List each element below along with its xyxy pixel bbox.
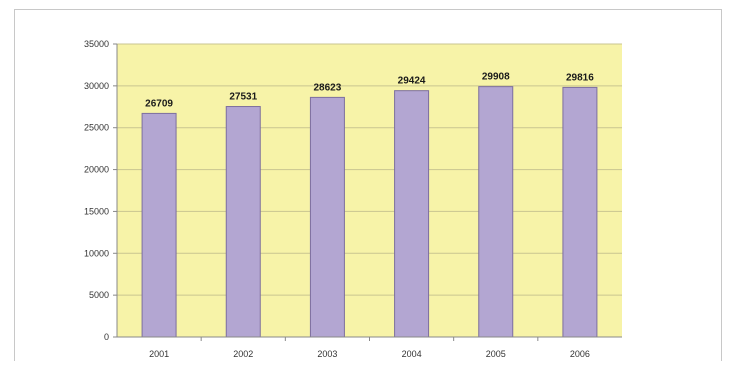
x-tick-label: 2001 — [149, 349, 169, 359]
bar-2001 — [141, 112, 177, 338]
bar-2005 — [478, 86, 514, 338]
y-tick-label: 5000 — [89, 290, 109, 300]
x-tick-label: 2002 — [233, 349, 253, 359]
data-label: 29816 — [566, 72, 594, 83]
y-tick-label: 25000 — [84, 123, 109, 133]
data-label: 28623 — [314, 82, 342, 93]
x-tick-label: 2003 — [317, 349, 337, 359]
data-label: 27531 — [229, 92, 257, 103]
bar-2003 — [309, 96, 345, 338]
data-label: 29424 — [398, 76, 426, 87]
plot-area — [117, 44, 622, 337]
bar-2006 — [562, 86, 598, 338]
data-label: 26709 — [145, 98, 173, 109]
y-tick-label: 15000 — [84, 206, 109, 216]
y-tick-label: 10000 — [84, 248, 109, 258]
x-tick-label: 2006 — [570, 349, 590, 359]
y-tick-label: 35000 — [84, 39, 109, 49]
y-tick-label: 20000 — [84, 165, 109, 175]
bar-2002 — [225, 106, 261, 338]
x-tick-label: 2005 — [486, 349, 506, 359]
x-tick-label: 2004 — [402, 349, 422, 359]
bar-2004 — [394, 90, 430, 338]
y-tick-label: 30000 — [84, 81, 109, 91]
y-tick-label: 0 — [104, 332, 109, 342]
data-label: 29908 — [482, 72, 510, 83]
